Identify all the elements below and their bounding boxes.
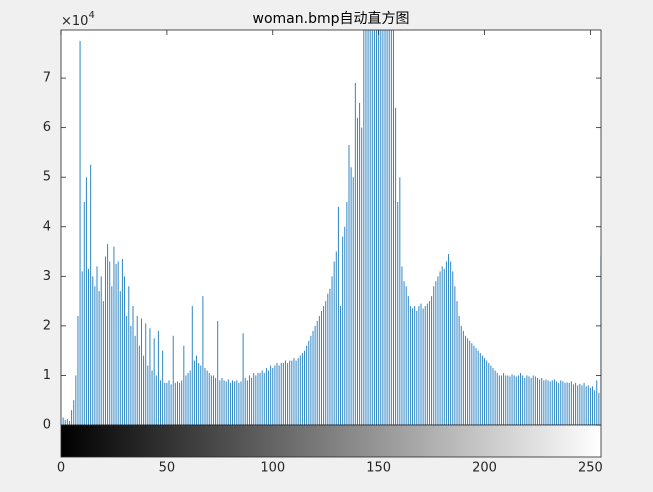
- y-multiplier-base: ×10: [61, 14, 88, 29]
- x-tick-label: 200: [472, 461, 497, 476]
- x-tick-label: 0: [57, 461, 65, 476]
- plot-area: [61, 30, 601, 425]
- y-tick-label: 1: [43, 368, 51, 383]
- x-tick-label: 50: [159, 461, 176, 476]
- y-tick-label: 3: [43, 269, 51, 284]
- x-tick-label: 250: [578, 461, 603, 476]
- colorbar: [60, 424, 602, 458]
- y-tick-label: 4: [43, 219, 51, 234]
- y-multiplier-exponent: 4: [88, 10, 94, 21]
- x-tick-label: 100: [260, 461, 285, 476]
- y-tick-label: 5: [43, 170, 51, 185]
- y-multiplier: ×104: [61, 10, 95, 29]
- x-tick-label: 150: [366, 461, 391, 476]
- stems: [62, 30, 601, 425]
- chart-title: woman.bmp自动直方图: [253, 10, 410, 27]
- y-tick-label: 6: [43, 120, 51, 135]
- y-tick-label: 0: [43, 418, 51, 433]
- y-tick-label: 7: [43, 71, 51, 86]
- y-tick-label: 2: [43, 318, 51, 333]
